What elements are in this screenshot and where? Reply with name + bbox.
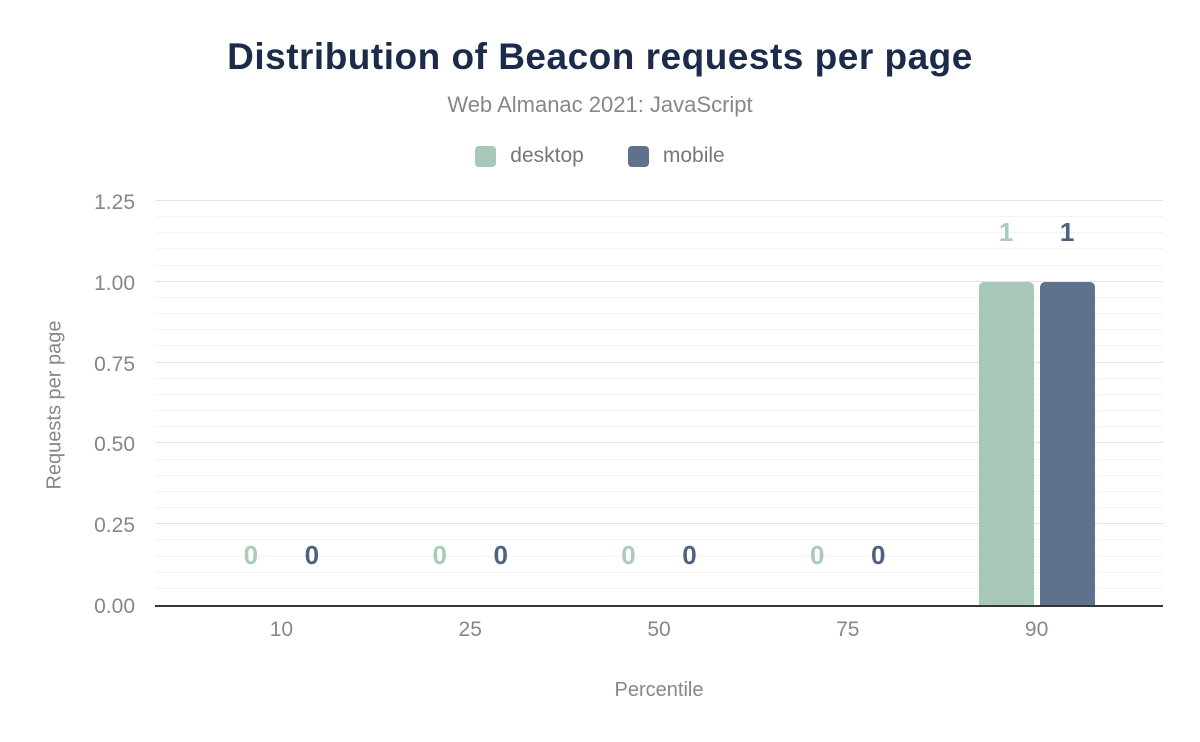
bar-value-label: 1 bbox=[998, 216, 1014, 247]
bar-value-label: 0 bbox=[304, 540, 320, 570]
gridline-minor bbox=[155, 264, 1163, 266]
gridline-minor bbox=[155, 555, 1163, 557]
gridline-minor bbox=[155, 313, 1163, 315]
gridline-minor bbox=[155, 377, 1163, 379]
gridline-minor bbox=[155, 490, 1163, 492]
bar-value-label: 0 bbox=[493, 540, 508, 570]
chart-title: Distribution of Beacon requests per page bbox=[227, 36, 973, 77]
gridline-minor bbox=[155, 474, 1163, 476]
x-tick-label: 10 bbox=[269, 618, 294, 641]
y-tick-label: 0.50 bbox=[94, 433, 135, 457]
gridline-minor bbox=[155, 571, 1163, 573]
bar-value-label: 0 bbox=[621, 540, 636, 570]
gridline-minor bbox=[155, 458, 1163, 460]
legend-swatch-desktop bbox=[475, 145, 497, 167]
y-axis-title: Requests per page bbox=[43, 320, 66, 490]
gridline-minor bbox=[155, 539, 1163, 541]
x-tick-label: 75 bbox=[836, 618, 860, 641]
x-axis-title: Percentile bbox=[614, 679, 704, 701]
gridline-major bbox=[155, 200, 1163, 201]
gridline-major bbox=[155, 523, 1163, 525]
gridline-minor bbox=[155, 393, 1163, 395]
gridline-minor bbox=[155, 587, 1163, 589]
legend: desktop mobile bbox=[0, 144, 1200, 168]
bar-value-label: 0 bbox=[871, 540, 886, 570]
y-tick-label: 1.25 bbox=[94, 191, 135, 214]
gridline-minor bbox=[155, 232, 1163, 234]
gridline-minor bbox=[155, 216, 1163, 218]
gridline-minor bbox=[155, 329, 1163, 331]
y-axis-labels: 0.00 0.25 0.50 0.75 1.00 1.25 bbox=[0, 191, 145, 618]
gridline-minor bbox=[155, 296, 1163, 298]
legend-swatch-mobile bbox=[627, 145, 649, 167]
bar-value-label: 0 bbox=[682, 540, 697, 570]
y-tick-label: 1.00 bbox=[94, 271, 135, 295]
bar-value-label: 1 bbox=[1059, 216, 1075, 247]
bar-desktop-p90: 1 bbox=[978, 217, 1034, 605]
x-tick-label: 25 bbox=[458, 618, 482, 641]
bar-mobile-p90: 1 bbox=[1039, 217, 1095, 605]
y-tick-label: 0.00 bbox=[94, 595, 135, 618]
legend-item-mobile[interactable]: mobile bbox=[627, 144, 725, 168]
chart-subtitle: Web Almanac 2021: JavaScript bbox=[447, 92, 753, 117]
bar-value-label: 0 bbox=[243, 540, 259, 570]
gridline-minor bbox=[155, 426, 1163, 428]
y-tick-label: 0.25 bbox=[94, 514, 135, 538]
gridline-major bbox=[155, 442, 1163, 444]
bar-value-label: 0 bbox=[810, 540, 825, 570]
legend-label-mobile: mobile bbox=[662, 144, 725, 167]
bar-value-label: 0 bbox=[432, 540, 447, 570]
legend-label-desktop: desktop bbox=[510, 144, 584, 167]
gridline-minor bbox=[155, 345, 1163, 347]
x-tick-label: 50 bbox=[647, 618, 671, 641]
x-axis-labels: 10 25 50 75 90 bbox=[0, 618, 1200, 648]
gridline-minor bbox=[155, 507, 1163, 509]
gridline-major bbox=[155, 280, 1163, 282]
gridline-minor bbox=[155, 410, 1163, 412]
y-tick-label: 0.75 bbox=[94, 352, 135, 376]
gridline-major bbox=[155, 361, 1163, 363]
x-tick-label: 90 bbox=[1024, 618, 1049, 641]
gridline-minor bbox=[155, 248, 1163, 250]
legend-item-desktop[interactable]: desktop bbox=[475, 144, 584, 168]
